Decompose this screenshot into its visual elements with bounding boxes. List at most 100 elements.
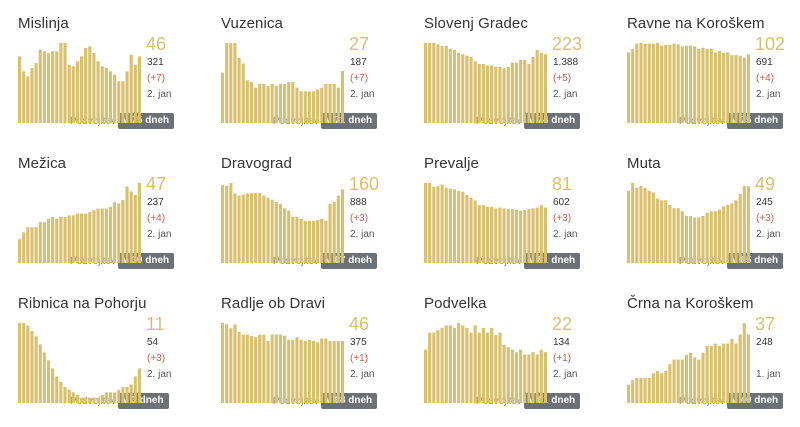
chart-bar	[506, 66, 510, 123]
chart-bar	[42, 222, 46, 263]
chart-bar	[278, 83, 282, 123]
daily-change: (+4)	[147, 213, 166, 224]
chart-bar	[295, 87, 299, 123]
chart-bar	[651, 373, 655, 403]
chart-bar	[709, 211, 713, 263]
chart-bar	[473, 61, 477, 123]
chart-bar	[477, 64, 481, 123]
chart-bar	[457, 52, 461, 123]
chart-bar	[100, 395, 104, 403]
chart-bar	[713, 343, 717, 403]
chart-bar	[452, 189, 457, 263]
chart-bar	[307, 339, 311, 403]
chart-bar	[506, 347, 510, 403]
chart-bar	[660, 45, 664, 123]
chart-bar	[635, 43, 639, 123]
chart-bar	[96, 397, 100, 403]
chart-bar	[324, 220, 328, 263]
chart-bar	[730, 203, 734, 263]
chart-bar	[730, 55, 734, 123]
chart-bar	[225, 185, 229, 263]
chart-bar	[436, 44, 440, 123]
chart-bar	[108, 392, 113, 403]
chart-bar	[63, 43, 67, 123]
chart-bar	[67, 215, 71, 263]
chart-bar	[444, 187, 448, 263]
chart-bar	[672, 208, 676, 263]
chart-bar	[738, 193, 742, 263]
daily-change: (+5)	[553, 73, 572, 84]
chart-bar	[539, 205, 543, 263]
chart-bar	[117, 81, 121, 123]
chart-bar	[680, 211, 684, 263]
chart-bar	[655, 371, 660, 403]
chart-bar	[490, 206, 494, 263]
chart-bar	[26, 325, 30, 403]
chart-bar	[295, 337, 299, 403]
last-update-date: 2. jan	[147, 89, 172, 100]
chart-bar	[655, 198, 660, 263]
active-cases-chart	[424, 323, 547, 403]
chart-bar	[88, 397, 92, 403]
chart-bar	[506, 209, 510, 263]
chart-bar	[701, 352, 705, 403]
chart-bar	[519, 210, 523, 263]
chart-bar	[307, 91, 311, 123]
chart-bar	[245, 80, 249, 123]
chart-bar	[113, 74, 117, 123]
chart-bar	[490, 327, 494, 403]
chart-bar	[104, 208, 108, 263]
chart-bar	[734, 55, 738, 123]
municipality-name: Radlje ob Dravi	[221, 295, 326, 312]
chart-bar	[543, 54, 547, 124]
chart-bar	[63, 387, 67, 403]
chart-bar	[452, 327, 457, 403]
chart-bar	[287, 210, 291, 263]
chart-bar	[133, 64, 137, 123]
chart-bar	[316, 220, 320, 263]
last-update-date: 2. jan	[553, 89, 578, 100]
last-update-date: 2. jan	[350, 229, 375, 240]
municipality-name: Ribnica na Pohorju	[18, 295, 147, 312]
chart-bar	[38, 222, 42, 263]
chart-bar	[311, 341, 316, 403]
chart-bar	[746, 54, 750, 123]
total-cases: 888	[350, 197, 367, 208]
chart-bar	[746, 186, 750, 263]
daily-change: (+4)	[756, 73, 775, 84]
active-cases: 11	[146, 314, 165, 334]
chart-bar	[100, 208, 104, 263]
chart-bar	[647, 190, 651, 263]
chart-bar	[129, 384, 133, 403]
last-update-date: 2. jan	[553, 229, 578, 240]
chart-bar	[262, 195, 266, 263]
chart-bar	[539, 52, 543, 123]
active-cases: 47	[146, 174, 167, 194]
chart-bar	[303, 91, 307, 123]
chart-bar	[233, 324, 237, 403]
chart-bar	[514, 209, 519, 263]
chart-bar	[539, 349, 543, 403]
chart-bar	[498, 66, 502, 123]
chart-bar	[527, 64, 531, 123]
chart-bar	[30, 68, 34, 123]
chart-bar	[498, 207, 502, 263]
chart-bar	[684, 355, 688, 403]
last-update-date: 1. jan	[756, 369, 781, 380]
chart-bar	[22, 232, 26, 263]
chart-bar	[510, 349, 514, 403]
chart-bar	[440, 327, 444, 403]
chart-bar	[647, 377, 651, 403]
chart-bar	[481, 327, 485, 403]
active-cases: 22	[552, 314, 573, 334]
last-update-date: 2. jan	[147, 369, 172, 380]
active-cases: 27	[349, 34, 370, 54]
chart-bar	[46, 218, 51, 263]
chart-bar	[121, 81, 125, 123]
